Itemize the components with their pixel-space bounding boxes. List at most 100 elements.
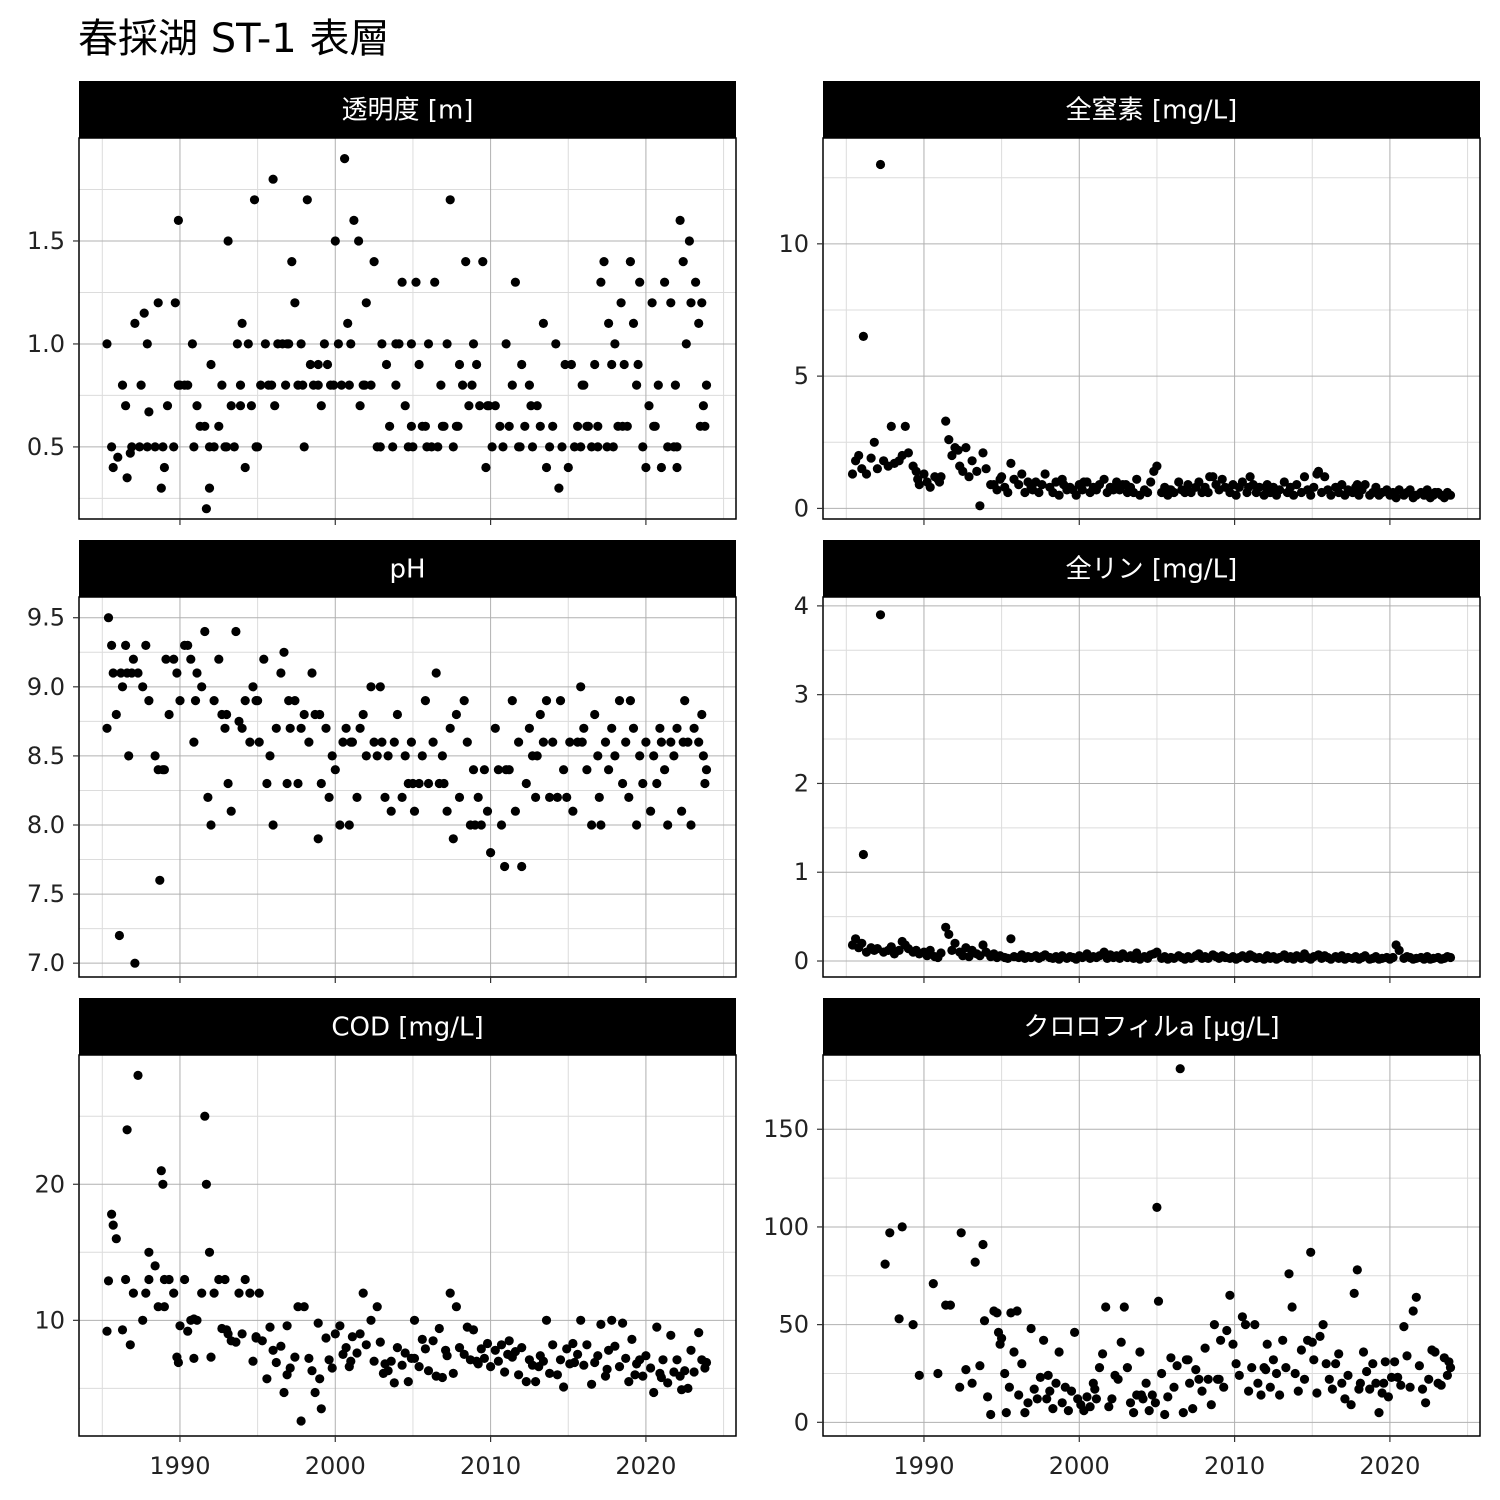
data-point <box>1318 1320 1328 1330</box>
data-point <box>1217 474 1227 484</box>
data-point <box>1203 1374 1213 1384</box>
data-point <box>136 380 146 390</box>
y-tick-label: 0 <box>794 947 809 975</box>
data-point <box>1094 1363 1105 1373</box>
data-point <box>538 318 549 328</box>
data-point <box>388 442 398 452</box>
data-point <box>548 737 558 747</box>
data-point <box>335 1321 345 1331</box>
data-point <box>462 737 472 747</box>
data-point <box>372 751 382 761</box>
data-point <box>361 751 371 761</box>
data-point <box>573 1349 583 1359</box>
data-point <box>1424 1374 1434 1384</box>
data-point <box>1379 1378 1389 1388</box>
data-point <box>1312 1388 1322 1398</box>
data-point <box>209 696 219 706</box>
data-point <box>1188 1404 1198 1414</box>
data-point <box>122 1125 132 1135</box>
data-point <box>1306 490 1316 500</box>
data-point <box>223 778 233 789</box>
data-point <box>150 1261 160 1271</box>
data-point <box>1307 1337 1317 1347</box>
data-point <box>548 1340 558 1350</box>
data-point <box>107 640 117 651</box>
data-point <box>451 709 461 720</box>
data-point <box>981 464 991 474</box>
data-point <box>545 792 555 803</box>
data-point <box>593 421 603 431</box>
data-point <box>346 339 356 349</box>
data-point <box>139 308 149 318</box>
data-point <box>1268 1355 1278 1365</box>
data-point <box>128 1288 138 1298</box>
data-point <box>281 380 291 390</box>
data-point <box>355 401 365 411</box>
data-point <box>1104 1402 1114 1412</box>
data-point <box>1006 934 1016 944</box>
data-point <box>268 1345 278 1355</box>
data-point <box>307 668 317 678</box>
data-point <box>1383 487 1393 498</box>
strip-background <box>79 81 736 138</box>
data-point <box>576 442 586 452</box>
data-point <box>1152 947 1162 957</box>
data-point <box>666 737 676 747</box>
data-point <box>944 929 954 940</box>
data-point <box>240 1274 250 1285</box>
x-tick-label: 2010 <box>460 1452 521 1480</box>
data-point <box>439 778 449 789</box>
data-point <box>392 709 402 720</box>
data-point <box>1436 1380 1446 1390</box>
data-point <box>354 236 364 246</box>
data-point <box>481 462 491 473</box>
data-point <box>433 442 443 452</box>
data-point <box>352 1348 362 1358</box>
data-point <box>616 298 626 308</box>
data-point <box>1174 477 1184 487</box>
data-point <box>389 737 399 747</box>
data-point <box>417 1334 427 1344</box>
data-point <box>493 765 503 775</box>
data-point <box>164 709 174 720</box>
data-point <box>1150 1398 1160 1408</box>
data-point <box>602 1364 612 1374</box>
data-point <box>321 723 331 733</box>
data-point <box>445 723 455 733</box>
data-point <box>1017 1359 1027 1369</box>
data-point <box>321 1333 331 1343</box>
data-point <box>697 709 707 720</box>
data-point <box>1125 1398 1136 1408</box>
data-point <box>524 723 535 733</box>
data-point <box>559 1382 569 1392</box>
data-point <box>282 1370 292 1380</box>
data-point <box>660 765 670 775</box>
data-point <box>593 1351 603 1361</box>
panel-background <box>79 1055 736 1436</box>
data-point <box>689 723 699 733</box>
data-point <box>596 820 606 830</box>
data-point <box>175 1321 185 1331</box>
data-point <box>127 442 137 452</box>
data-point <box>1334 1349 1344 1359</box>
data-point <box>459 1349 469 1359</box>
strip-background <box>79 540 736 597</box>
data-point <box>1143 487 1153 498</box>
data-point <box>107 442 117 452</box>
data-point <box>1327 1384 1337 1394</box>
data-point <box>103 1276 114 1286</box>
data-point <box>240 462 250 473</box>
data-point <box>1216 1335 1226 1345</box>
data-point <box>517 1343 527 1353</box>
data-point <box>656 737 667 747</box>
data-point <box>577 380 587 390</box>
x-tick-label: 2000 <box>1049 1452 1110 1480</box>
data-point <box>313 1318 323 1328</box>
data-point <box>206 1352 216 1362</box>
data-point <box>1035 1372 1045 1382</box>
data-point <box>479 1353 489 1363</box>
data-point <box>515 442 525 452</box>
data-point <box>472 1356 482 1366</box>
data-point <box>158 442 168 452</box>
data-point <box>913 474 923 484</box>
